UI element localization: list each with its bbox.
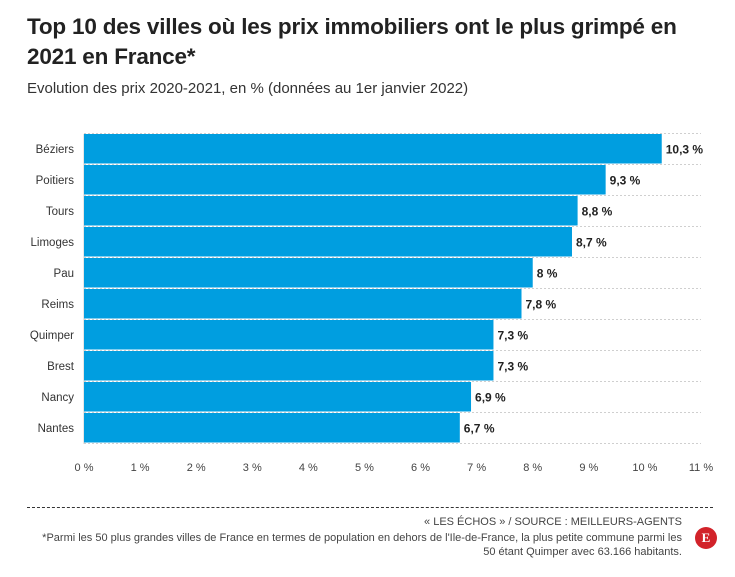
category-label: Nancy xyxy=(41,392,74,404)
chart-title: Top 10 des villes où les prix immobilier… xyxy=(27,14,677,69)
value-label: 8,7 % xyxy=(576,235,607,249)
tick-label: 7 % xyxy=(467,462,486,474)
value-label: 9,3 % xyxy=(610,173,641,187)
value-label: 7,8 % xyxy=(526,297,557,311)
value-label: 6,7 % xyxy=(464,421,495,435)
bar-chart: Béziers 10,3 % Poitiers 9,3 % Tours 8,8 % Limo… xyxy=(30,133,714,474)
value-label: 7,3 % xyxy=(497,328,528,342)
category-label: Limoges xyxy=(31,237,75,249)
bar xyxy=(84,289,522,319)
bar xyxy=(84,351,494,381)
category-label: Brest xyxy=(47,361,75,373)
value-label: 8,8 % xyxy=(582,204,613,218)
tick-label: 0 % xyxy=(75,462,94,474)
value-label: 6,9 % xyxy=(475,390,506,404)
tick-label: 4 % xyxy=(299,462,318,474)
category-label: Poitiers xyxy=(36,175,75,187)
bar xyxy=(84,382,472,412)
footer-divider xyxy=(27,507,713,508)
bar xyxy=(84,165,606,195)
les-echos-logo: E xyxy=(695,527,717,549)
tick-label: 1 % xyxy=(131,462,150,474)
category-label: Nantes xyxy=(38,423,75,435)
category-label: Reims xyxy=(41,299,74,311)
footnote: *Parmi les 50 plus grandes villes de Fra… xyxy=(42,532,682,558)
source-credit: « LES ÉCHOS » / SOURCE : MEILLEURS-AGENT… xyxy=(424,516,682,528)
category-label: Pau xyxy=(54,268,74,280)
category-label: Tours xyxy=(46,206,74,218)
grid-lines xyxy=(83,133,701,444)
tick-label: 6 % xyxy=(411,462,430,474)
bar xyxy=(84,227,572,257)
bar xyxy=(84,196,578,226)
tick-label: 9 % xyxy=(579,462,598,474)
value-label: 7,3 % xyxy=(497,359,528,373)
category-label: Béziers xyxy=(36,144,75,156)
value-label: 8 % xyxy=(537,266,558,280)
chart-subtitle: Evolution des prix 2020-2021, en % (donn… xyxy=(27,80,469,97)
x-axis-ticks: 0 % 1 % 2 % 3 % 4 % 5 % 6 % 7 % 8 % 9 % 10 % 11 % xyxy=(75,462,714,474)
tick-label: 3 % xyxy=(243,462,262,474)
bar xyxy=(84,258,533,288)
bars xyxy=(84,134,662,443)
category-label: Quimper xyxy=(30,330,74,342)
bar xyxy=(84,134,662,164)
bar xyxy=(84,320,494,350)
labels: Béziers 10,3 % Poitiers 9,3 % Tours 8,8 % Limo… xyxy=(30,142,704,435)
value-label: 10,3 % xyxy=(666,142,704,156)
tick-label: 5 % xyxy=(355,462,374,474)
tick-label: 8 % xyxy=(523,462,542,474)
bar xyxy=(84,413,460,443)
tick-label: 11 % xyxy=(689,462,713,474)
tick-label: 10 % xyxy=(632,462,657,474)
tick-label: 2 % xyxy=(187,462,206,474)
